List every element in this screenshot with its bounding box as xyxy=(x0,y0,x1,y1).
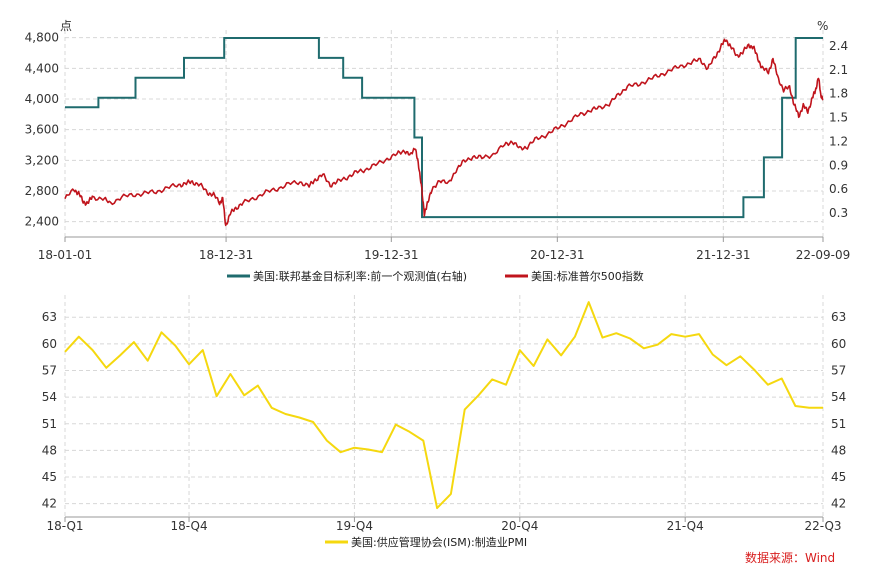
bottom-right-tick-label: 60 xyxy=(831,337,846,351)
top-x-tick-label: 20-12-31 xyxy=(530,248,584,262)
bottom-left-tick-label: 57 xyxy=(42,363,57,377)
top-chart: 18-01-01 18-12-31 19-12-31 20-12-31 21-12-31… xyxy=(25,19,851,283)
top-x-tick-label: 19-12-31 xyxy=(364,248,418,262)
bottom-x-tick-label: 18-Q1 xyxy=(46,519,83,533)
series-line-sp500 xyxy=(64,38,824,227)
bottom-chart: 18-Q1 18-Q4 19-Q4 20-Q4 21-Q4 22-Q3 42 45 48 51 5… xyxy=(42,295,846,549)
top-left-tick-label: 2,400 xyxy=(25,215,59,229)
top-left-ticks: 2,400 2,800 3,200 3,600 4,000 4,400 4,800 xyxy=(25,31,59,229)
top-left-tick-label: 3,200 xyxy=(25,153,59,167)
top-x-tick-label: 18-01-01 xyxy=(38,248,92,262)
legend-label-fed-rate: 美国:联邦基金目标利率:前一个观测值(右轴) xyxy=(253,269,467,283)
top-series-lines xyxy=(64,37,824,227)
bottom-right-tick-label: 48 xyxy=(831,443,846,457)
series-line-fed-rate xyxy=(65,37,823,219)
bottom-right-tick-label: 57 xyxy=(831,363,846,377)
bottom-right-tick-label: 51 xyxy=(831,417,846,431)
top-left-tick-label: 4,800 xyxy=(25,31,59,45)
bottom-right-ticks: 42 45 48 51 54 57 60 63 xyxy=(831,310,846,510)
top-right-tick-label: 2.1 xyxy=(829,63,848,77)
top-left-tick-label: 4,400 xyxy=(25,61,59,75)
bottom-left-tick-label: 54 xyxy=(42,390,57,404)
top-right-tick-label: 1.2 xyxy=(829,134,848,148)
top-left-tick-label: 3,600 xyxy=(25,123,59,137)
top-left-tick-label: 4,000 xyxy=(25,92,59,106)
top-right-tick-label: 2.4 xyxy=(829,39,848,53)
top-legend: 美国:联邦基金目标利率:前一个观测值(右轴) 美国:标准普尔500指数 xyxy=(227,269,644,283)
top-left-unit: 点 xyxy=(60,19,72,33)
bottom-left-tick-label: 60 xyxy=(42,337,57,351)
bottom-chart-grid xyxy=(64,295,824,517)
top-right-tick-label: 0.6 xyxy=(829,182,848,196)
series-line-ism-pmi xyxy=(64,301,823,510)
bottom-x-ticks: 18-Q1 18-Q4 19-Q4 20-Q4 21-Q4 22-Q3 xyxy=(46,517,842,533)
bottom-left-tick-label: 42 xyxy=(42,497,57,511)
bottom-left-tick-label: 48 xyxy=(42,443,57,457)
bottom-legend: 美国:供应管理协会(ISM):制造业PMI xyxy=(325,535,527,549)
legend-label-sp500: 美国:标准普尔500指数 xyxy=(531,269,644,283)
top-x-tick-label: 22-09-09 xyxy=(796,248,850,262)
bottom-series-lines xyxy=(64,301,823,510)
top-right-ticks: 0.3 0.6 0.9 1.2 1.5 1.8 2.1 2.4 xyxy=(829,39,848,220)
bottom-right-tick-label: 45 xyxy=(831,470,846,484)
top-left-tick-label: 2,800 xyxy=(25,184,59,198)
top-right-tick-label: 1.8 xyxy=(829,87,848,101)
top-chart-grid xyxy=(64,30,824,237)
bottom-left-tick-label: 51 xyxy=(42,417,57,431)
source-note: 数据来源：Wind xyxy=(745,550,835,565)
bottom-x-tick-label: 20-Q4 xyxy=(501,519,538,533)
bottom-x-tick-label: 22-Q3 xyxy=(804,519,841,533)
bottom-left-ticks: 42 45 48 51 54 57 60 63 xyxy=(42,310,57,510)
top-right-tick-label: 1.5 xyxy=(829,111,848,125)
top-x-tick-label: 18-12-31 xyxy=(199,248,253,262)
bottom-right-tick-label: 63 xyxy=(831,310,846,324)
bottom-x-tick-label: 19-Q4 xyxy=(336,519,373,533)
bottom-left-tick-label: 63 xyxy=(42,310,57,324)
bottom-x-tick-label: 21-Q4 xyxy=(667,519,704,533)
top-right-tick-label: 0.3 xyxy=(829,206,848,220)
legend-label-ism-pmi: 美国:供应管理协会(ISM):制造业PMI xyxy=(351,535,527,549)
bottom-left-tick-label: 45 xyxy=(42,470,57,484)
bottom-right-tick-label: 54 xyxy=(831,390,846,404)
top-right-unit: % xyxy=(817,19,828,33)
top-right-tick-label: 0.9 xyxy=(829,158,848,172)
top-x-tick-label: 21-12-31 xyxy=(696,248,750,262)
bottom-x-tick-label: 18-Q4 xyxy=(170,519,207,533)
bottom-right-tick-label: 42 xyxy=(831,497,846,511)
top-x-ticks: 18-01-01 18-12-31 19-12-31 20-12-31 21-12-31… xyxy=(38,237,850,262)
